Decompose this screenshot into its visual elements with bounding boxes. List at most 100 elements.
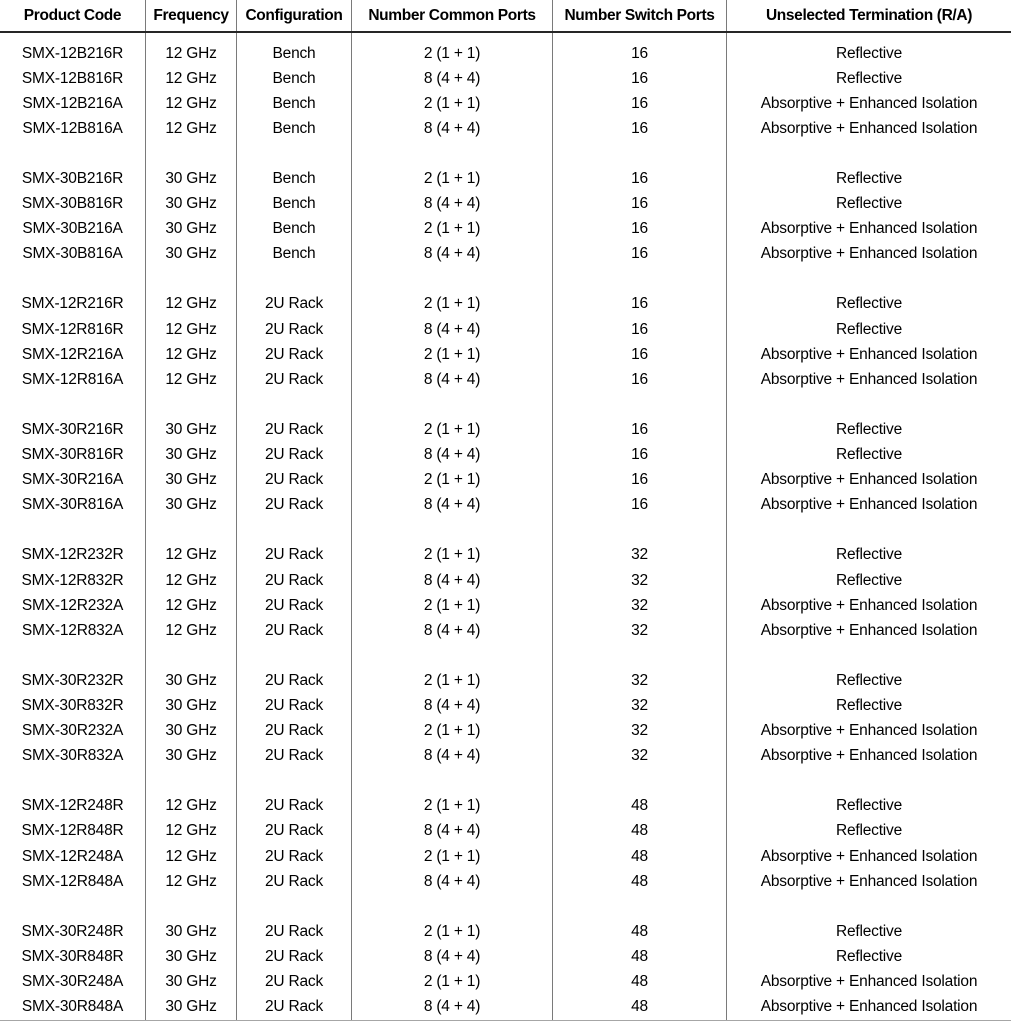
table-cell: Absorptive + Enhanced Isolation xyxy=(760,596,978,614)
table-cell: 16 xyxy=(553,367,727,393)
table-cell: SMX-30R832R xyxy=(0,693,146,719)
table-cell: 2U Rack xyxy=(237,718,352,744)
column-header-number-common-ports: Number Common Ports xyxy=(352,0,553,31)
table-cell: SMX-12R832A xyxy=(0,618,146,644)
table-cell: SMX-30B216R xyxy=(0,166,146,192)
table-cell: 2U Rack xyxy=(237,844,352,870)
table-cell: 2 (1 + 1) xyxy=(352,41,553,67)
table-cell: 16 xyxy=(553,317,727,343)
table-cell: Absorptive + Enhanced Isolation xyxy=(760,973,978,991)
table-cell: 2 (1 + 1) xyxy=(352,216,553,242)
table-cell: Absorptive + Enhanced Isolation xyxy=(760,94,978,112)
column-header-frequency: Frequency xyxy=(146,0,237,31)
table-cell: 2 (1 + 1) xyxy=(352,342,553,368)
table-row: SMX-12B216R 12 GHz Bench 2 (1 + 1) 16 Reflect… xyxy=(0,41,1011,67)
table-cell: 30 GHz xyxy=(146,693,237,719)
table-header-row: Product Code Frequency Configuration Num… xyxy=(0,0,1011,33)
table-cell: 2U Rack xyxy=(237,919,352,945)
table-cell: SMX-30B216A xyxy=(0,216,146,242)
table-cell: 8 (4 + 4) xyxy=(352,116,553,142)
table-cell: Bench xyxy=(237,191,352,217)
table-row: SMX-12R248A 12 GHz 2U Rack 2 (1 + 1) 48 Absor… xyxy=(0,844,1011,870)
table-cell: 30 GHz xyxy=(146,492,237,518)
table-cell: 2U Rack xyxy=(237,743,352,769)
table-cell: 2 (1 + 1) xyxy=(352,166,553,192)
table-cell: 32 xyxy=(553,693,727,719)
table-cell: 12 GHz xyxy=(146,91,237,117)
table-cell: 30 GHz xyxy=(146,994,237,1020)
table-cell: SMX-12R816A xyxy=(0,367,146,393)
table-cell: 30 GHz xyxy=(146,969,237,995)
table-row: SMX-30B816R 30 GHz Bench 8 (4 + 4) 16 Reflect… xyxy=(0,191,1011,217)
table-cell: 2U Rack xyxy=(237,944,352,970)
table-cell: 2U Rack xyxy=(237,818,352,844)
table-cell: 16 xyxy=(553,216,727,242)
group-spacer-row xyxy=(0,768,1011,794)
table-cell: Reflective xyxy=(835,320,903,338)
table-cell: 48 xyxy=(553,944,727,970)
table-cell: 30 GHz xyxy=(146,718,237,744)
group-spacer-row xyxy=(0,141,1011,167)
table-row: SMX-12R832R 12 GHz 2U Rack 8 (4 + 4) 32 Refle… xyxy=(0,567,1011,594)
table-cell: 2 (1 + 1) xyxy=(352,291,553,318)
table-cell: 2 (1 + 1) xyxy=(352,417,553,443)
table-cell: 32 xyxy=(553,668,727,694)
table-cell: 12 GHz xyxy=(146,542,237,568)
table-cell: Reflective xyxy=(835,671,903,689)
table-cell: Reflective xyxy=(835,295,903,313)
table-cell: 30 GHz xyxy=(146,191,237,217)
table-cell: SMX-30R248R xyxy=(0,919,146,945)
table-cell: 8 (4 + 4) xyxy=(352,191,553,217)
table-cell: Reflective xyxy=(835,797,903,815)
column-header-unselected-termination: Unselected Termination (R/A) xyxy=(765,6,973,24)
table-cell: 8 (4 + 4) xyxy=(352,743,553,769)
table-row: SMX-12R848A 12 GHz 2U Rack 8 (4 + 4) 48 Absor… xyxy=(0,869,1011,895)
table-cell: 2 (1 + 1) xyxy=(352,969,553,995)
table-cell: 16 xyxy=(553,66,727,92)
table-cell: 30 GHz xyxy=(146,919,237,945)
table-cell: SMX-30R248A xyxy=(0,969,146,995)
table-cell: SMX-12R848A xyxy=(0,869,146,895)
table-cell: Reflective xyxy=(835,546,903,564)
table-cell: 30 GHz xyxy=(146,442,237,468)
table-cell: 2U Rack xyxy=(237,542,352,568)
table-cell: 8 (4 + 4) xyxy=(352,442,553,468)
table-cell: 2 (1 + 1) xyxy=(352,91,553,117)
table-cell: 12 GHz xyxy=(146,291,237,318)
table-cell: 48 xyxy=(553,994,727,1020)
header-gap-row xyxy=(0,33,1011,41)
table-cell: 30 GHz xyxy=(146,216,237,242)
table-cell: Bench xyxy=(237,216,352,242)
table-row: SMX-30R816A 30 GHz 2U Rack 8 (4 + 4) 16 Absor… xyxy=(0,492,1011,518)
table-cell: 32 xyxy=(553,542,727,568)
table-cell: Bench xyxy=(237,66,352,92)
table-cell: SMX-12R816R xyxy=(0,317,146,343)
table-cell: SMX-12B216R xyxy=(0,41,146,67)
table-cell: 8 (4 + 4) xyxy=(352,944,553,970)
table-cell: 12 GHz xyxy=(146,818,237,844)
table-cell: Absorptive + Enhanced Isolation xyxy=(760,998,978,1016)
table-row: SMX-12R232A 12 GHz 2U Rack 2 (1 + 1) 32 Absor… xyxy=(0,593,1011,619)
table-row: SMX-12R832A 12 GHz 2U Rack 8 (4 + 4) 32 Absor… xyxy=(0,618,1011,644)
table-cell: 16 xyxy=(553,342,727,368)
table-cell: 8 (4 + 4) xyxy=(352,241,553,267)
table-cell: 16 xyxy=(553,41,727,67)
table-row: SMX-12R816R 12 GHz 2U Rack 8 (4 + 4) 16 Refle… xyxy=(0,317,1011,343)
table-cell: 16 xyxy=(553,241,727,267)
table-cell: Bench xyxy=(237,91,352,117)
table-body: SMX-12B216R 12 GHz Bench 2 (1 + 1) 16 Reflect… xyxy=(0,41,1011,1021)
table-cell: 16 xyxy=(553,166,727,192)
table-cell: 12 GHz xyxy=(146,593,237,619)
table-cell: 16 xyxy=(553,191,727,217)
table-cell: SMX-30R232A xyxy=(0,718,146,744)
table-cell: 16 xyxy=(553,417,727,443)
table-cell: Bench xyxy=(237,166,352,192)
table-cell: SMX-12B216A xyxy=(0,91,146,117)
table-row: SMX-30R216A 30 GHz 2U Rack 2 (1 + 1) 16 Absor… xyxy=(0,467,1011,493)
table-cell: 2 (1 + 1) xyxy=(352,793,553,819)
table-cell: Absorptive + Enhanced Isolation xyxy=(760,872,978,890)
table-cell: Absorptive + Enhanced Isolation xyxy=(760,621,978,639)
table-cell: Absorptive + Enhanced Isolation xyxy=(760,245,978,263)
table-cell: Absorptive + Enhanced Isolation xyxy=(760,370,978,388)
